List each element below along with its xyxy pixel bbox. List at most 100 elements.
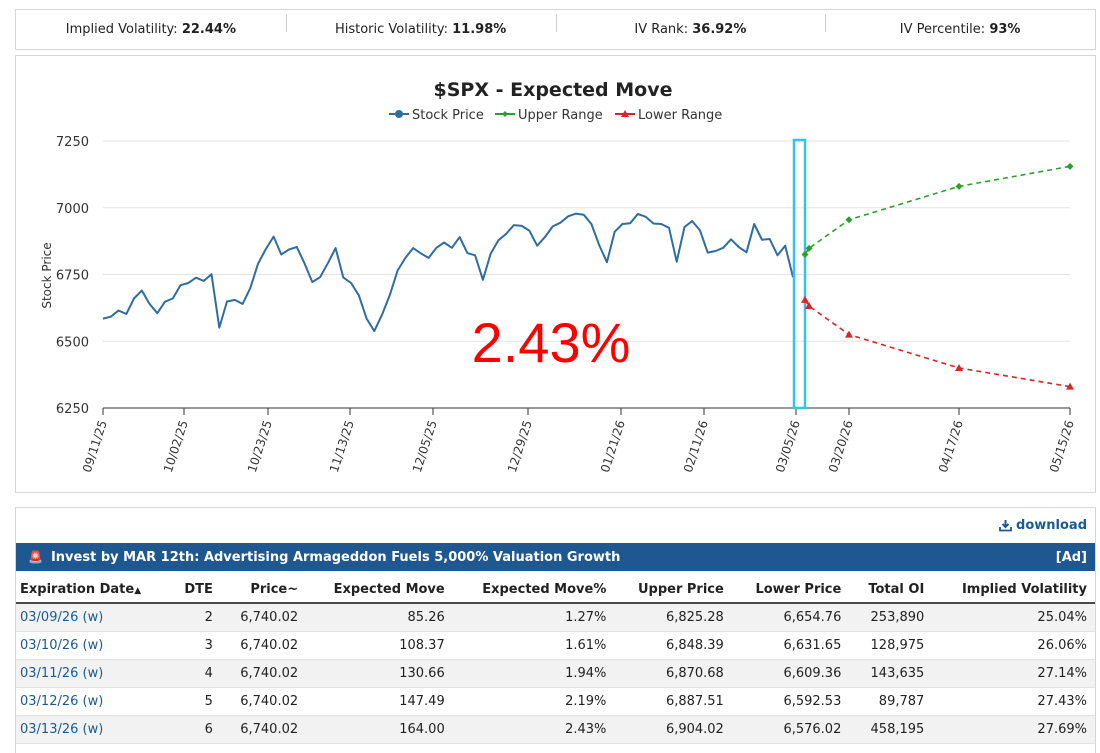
table-cell: 130.66 xyxy=(306,659,453,688)
x-tick-label: 01/21/26 xyxy=(598,419,628,475)
table-cell: 128,975 xyxy=(849,631,933,660)
table-cell[interactable]: 03/13/26 (w) xyxy=(16,715,170,744)
table-cell: 27.69% xyxy=(932,715,1095,744)
table-cell: 6,609.36 xyxy=(731,659,850,688)
table-cell: 85.26 xyxy=(306,603,453,632)
lower-range-point xyxy=(1066,382,1074,390)
table-cell: 6 xyxy=(169,715,221,744)
lower-range-point xyxy=(845,330,853,338)
table-cell: 1.27% xyxy=(452,603,615,632)
lower-range-point xyxy=(801,295,809,303)
x-tick-label: 03/20/26 xyxy=(826,419,856,475)
lower-range-line xyxy=(804,299,1071,388)
y-tick-label: 7250 xyxy=(56,135,89,150)
upper-range-point xyxy=(955,182,963,190)
expected-move-table-panel: download 🚨 Invest by MAR 12th: Advertisi… xyxy=(15,507,1096,753)
stat-implied-volatility: Implied Volatility: 22.44% xyxy=(65,22,236,37)
table-cell: 6,631.65 xyxy=(731,631,850,660)
column-header[interactable]: Expiration Date▲ xyxy=(16,576,170,604)
table-cell: 25.04% xyxy=(932,603,1095,632)
table-cell: 5 xyxy=(169,687,221,716)
table-cell: 6,576.02 xyxy=(731,715,850,744)
upper-range-point xyxy=(805,244,813,252)
table-cell: 3 xyxy=(169,631,221,660)
current-date-highlight xyxy=(792,138,807,410)
table-header-row: Expiration Date▲ DTE Price~ Expected Move Ex… xyxy=(16,576,1095,604)
legend-marker xyxy=(502,111,508,117)
stat-iv-percentile: IV Percentile: 93% xyxy=(825,14,1095,37)
table-cell: 6,887.51 xyxy=(614,687,732,716)
table-cell: 6,848.39 xyxy=(614,631,732,660)
lower-range-point xyxy=(805,302,813,310)
table-row: 03/12/26 (w) 5 6,740.02 147.49 2.19% 6,887.51… xyxy=(16,687,1095,716)
expiration-link[interactable]: 03/09/26 (w) xyxy=(20,610,104,625)
x-tick-label: 05/15/26 xyxy=(1047,419,1077,475)
y-tick-label: 6500 xyxy=(56,335,89,350)
column-header[interactable]: DTE xyxy=(169,576,221,604)
expected-move-table: Expiration Date▲ DTE Price~ Expected Move Ex… xyxy=(16,576,1095,744)
legend-marker xyxy=(395,110,403,118)
table-row: 03/13/26 (w) 6 6,740.02 164.00 2.43% 6,904.02… xyxy=(16,715,1095,744)
table-cell: 2 xyxy=(169,603,221,632)
upper-range-point xyxy=(1066,162,1074,170)
expected-move-percent-overlay: 2.43% xyxy=(472,311,631,374)
column-header[interactable]: Total OI xyxy=(849,576,933,604)
table-cell: 6,740.02 xyxy=(220,603,307,632)
x-tick-label: 02/11/26 xyxy=(681,419,711,475)
legend-marker xyxy=(621,110,629,117)
table-row: 03/11/26 (w) 4 6,740.02 130.66 1.94% 6,870.68… xyxy=(16,659,1095,688)
x-tick-label: 12/29/25 xyxy=(505,419,535,475)
column-header[interactable]: Price~ xyxy=(220,576,307,604)
table-cell: 6,740.02 xyxy=(220,715,307,744)
upper-range-point xyxy=(845,216,853,224)
column-header[interactable]: Lower Price xyxy=(731,576,850,604)
column-header[interactable]: Expected Move xyxy=(306,576,453,604)
table-cell[interactable]: 03/11/26 (w) xyxy=(16,659,170,688)
table-cell[interactable]: 03/12/26 (w) xyxy=(16,687,170,716)
expiration-link[interactable]: 03/12/26 (w) xyxy=(20,694,104,709)
x-tick-label: 03/05/26 xyxy=(773,419,803,475)
table-row: 03/10/26 (w) 3 6,740.02 108.37 1.61% 6,848.39… xyxy=(16,631,1095,660)
table-cell[interactable]: 03/09/26 (w) xyxy=(16,603,170,632)
y-tick-label: 6250 xyxy=(56,402,89,417)
y-tick-label: 6750 xyxy=(56,269,89,284)
upper-range-point xyxy=(801,250,809,258)
table-cell: 2.19% xyxy=(452,687,615,716)
expiration-link[interactable]: 03/13/26 (w) xyxy=(20,722,104,737)
table-cell: 6,654.76 xyxy=(731,603,850,632)
table-cell: 27.43% xyxy=(932,687,1095,716)
expected-move-chart: 6250 6500 6750 7000 7250 09/11/25 10/02/25 10/2… xyxy=(15,55,1096,493)
column-header[interactable]: Upper Price xyxy=(614,576,732,604)
table-cell: 1.94% xyxy=(452,659,615,688)
upper-range-line xyxy=(804,165,1071,255)
table-cell: 108.37 xyxy=(306,631,453,660)
table-row: 03/09/26 (w) 2 6,740.02 85.26 1.27% 6,825.28 6… xyxy=(16,603,1095,632)
stock-price-line xyxy=(102,212,794,333)
expiration-link[interactable]: 03/10/26 (w) xyxy=(20,638,104,653)
chart-title: $SPX - Expected Move xyxy=(434,79,673,101)
table-cell: 6,870.68 xyxy=(614,659,732,688)
x-tick-label: 11/13/25 xyxy=(327,419,357,475)
x-tick-label: 12/05/25 xyxy=(410,419,440,475)
legend-label: Upper Range xyxy=(518,108,603,123)
x-tick-label: 04/17/26 xyxy=(936,419,966,475)
legend-label: Lower Range xyxy=(638,108,722,123)
table-cell: 6,740.02 xyxy=(220,687,307,716)
expiration-link[interactable]: 03/11/26 (w) xyxy=(20,666,104,681)
column-header[interactable]: Implied Volatility xyxy=(932,576,1095,604)
ad-tag: [Ad] xyxy=(1055,549,1087,565)
column-header[interactable]: Expected Move% xyxy=(452,576,615,604)
table-cell: 458,195 xyxy=(849,715,933,744)
table-cell[interactable]: 03/10/26 (w) xyxy=(16,631,170,660)
download-button[interactable]: download xyxy=(999,518,1087,533)
y-tick-label: 7000 xyxy=(56,202,89,217)
ad-banner[interactable]: 🚨 Invest by MAR 12th: Advertising Armage… xyxy=(16,543,1095,571)
x-tick-label: 10/02/25 xyxy=(161,419,191,475)
table-cell: 6,740.02 xyxy=(220,659,307,688)
table-cell: 164.00 xyxy=(306,715,453,744)
table-cell: 6,904.02 xyxy=(614,715,732,744)
ad-text: Invest by MAR 12th: Advertising Armagedd… xyxy=(50,549,621,565)
table-cell: 26.06% xyxy=(932,631,1095,660)
siren-icon: 🚨 xyxy=(28,550,43,564)
table-cell: 147.49 xyxy=(306,687,453,716)
